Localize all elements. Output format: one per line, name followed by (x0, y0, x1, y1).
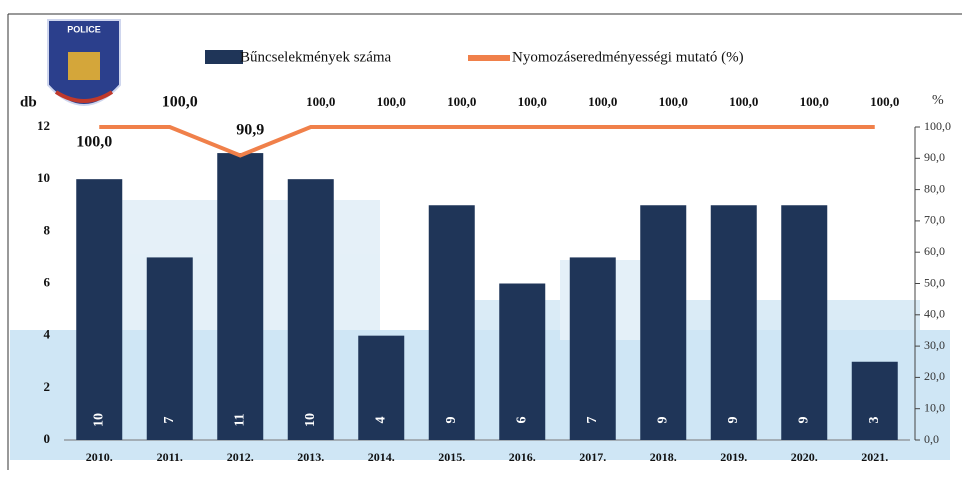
bar (499, 283, 546, 440)
x-tick-label: 2010. (86, 450, 113, 464)
line-value-label: 100,0 (162, 94, 198, 111)
y2-tick-label: 50,0 (924, 275, 945, 289)
bar-value-label: 4 (373, 417, 388, 424)
bar-value-label: 6 (514, 417, 529, 424)
y2-tick-label: 20,0 (924, 369, 945, 383)
x-tick-label: 2021. (861, 450, 888, 464)
y-tick-label: 6 (44, 274, 51, 289)
bar-value-label: 3 (867, 417, 882, 424)
bar (146, 257, 193, 440)
x-tick-label: 2020. (791, 450, 818, 464)
bar-value-label: 9 (655, 417, 670, 424)
y2-tick-label: 70,0 (924, 213, 945, 227)
bar-value-label: 11 (232, 413, 247, 426)
y2-tick-label: 0,0 (924, 432, 939, 446)
bar-value-label: 9 (796, 417, 811, 424)
bar-value-label: 7 (162, 417, 177, 424)
y2-tick-label: 100,0 (924, 119, 951, 133)
line-value-label: 100,0 (76, 134, 112, 151)
y-tick-label: 0 (44, 431, 51, 446)
y2-tick-label: 10,0 (924, 400, 945, 414)
y-tick-label: 4 (44, 327, 51, 342)
x-tick-label: 2011. (157, 450, 183, 464)
x-tick-label: 2013. (297, 450, 324, 464)
y2-tick-label: 60,0 (924, 244, 945, 258)
y2-tick-label: 30,0 (924, 338, 945, 352)
bar-value-label: 9 (726, 417, 741, 424)
x-tick-label: 2017. (579, 450, 606, 464)
x-tick-label: 2019. (720, 450, 747, 464)
line-value-label: 100,0 (588, 94, 617, 109)
bar (851, 361, 898, 440)
bar-value-label: 7 (585, 417, 600, 424)
logo-text: POLICE (67, 24, 101, 34)
y2-tick-label: 80,0 (924, 181, 945, 195)
legend-label: Nyomozáseredményességi mutató (%) (512, 49, 744, 65)
bar (428, 205, 475, 440)
line-value-label: 100,0 (729, 94, 758, 109)
y2-tick-label: 90,0 (924, 150, 945, 164)
logo: POLICE (47, 19, 121, 106)
bar (76, 179, 123, 440)
y-tick-label: 12 (37, 118, 50, 133)
y2-tick-label: 40,0 (924, 307, 945, 321)
y2-axis-label: % (932, 93, 944, 108)
line-value-label: 100,0 (377, 94, 406, 109)
y-tick-label: 2 (44, 379, 51, 394)
bar (287, 179, 334, 440)
bar (569, 257, 616, 440)
x-tick-label: 2018. (650, 450, 677, 464)
bar (358, 335, 405, 440)
legend-label: Bűncselekmények száma (240, 49, 392, 65)
bar-value-label: 10 (303, 413, 318, 427)
bar (640, 205, 687, 440)
line-value-label: 90,9 (236, 122, 264, 139)
x-tick-label: 2014. (368, 450, 395, 464)
line-value-label: 100,0 (659, 94, 688, 109)
bar (217, 153, 264, 441)
bar (710, 205, 757, 440)
bar-value-label: 10 (91, 413, 106, 427)
y-tick-label: 8 (44, 222, 51, 237)
line-value-label: 100,0 (447, 94, 476, 109)
x-tick-label: 2012. (227, 450, 254, 464)
line-value-label: 100,0 (518, 94, 547, 109)
line-value-label: 100,0 (800, 94, 829, 109)
bar-value-label: 9 (444, 417, 459, 424)
line-value-label: 100,0 (870, 94, 899, 109)
legend-swatch (205, 50, 243, 64)
y-tick-label: 10 (37, 170, 50, 185)
y-axis-label: db (20, 94, 37, 110)
bar (781, 205, 828, 440)
x-tick-label: 2016. (509, 450, 536, 464)
line-value-label: 100,0 (306, 94, 335, 109)
line (99, 125, 875, 158)
x-tick-label: 2015. (438, 450, 465, 464)
